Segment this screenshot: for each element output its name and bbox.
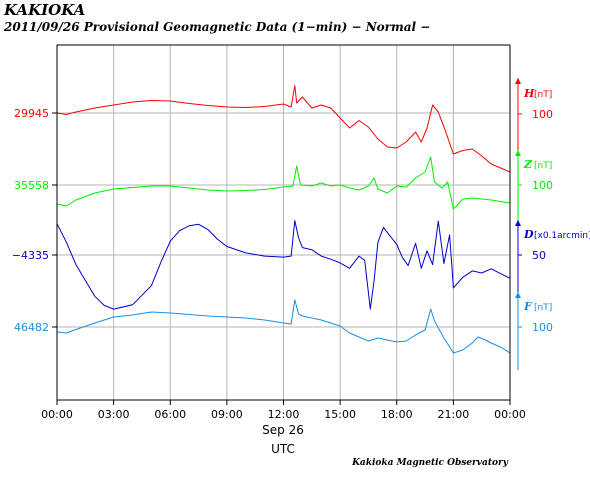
component-name: H: [523, 87, 535, 100]
axis-arrow-icon: [515, 292, 521, 298]
series-line-h: [56, 85, 511, 173]
x-tick-label: 06:00: [154, 408, 186, 421]
series-line-z: [56, 156, 511, 210]
x-tick-labels: 00:00 03:00 06:00 09:00 12:00 15:00 18:00 21:00…: [41, 400, 526, 421]
axis-arrow-icon: [515, 150, 521, 156]
axis-scale-value: 100: [532, 108, 553, 121]
observatory-credit: Kakioka Magnetic Observatory: [351, 458, 509, 468]
left-label-d: −4335: [12, 249, 49, 262]
series-layer: [56, 85, 511, 354]
x-date-label: Sep 26: [262, 423, 304, 437]
component-unit: [nT]: [534, 90, 552, 100]
right-axis-f: F [nT] 100: [515, 292, 553, 370]
x-tick-label: 00:00: [41, 408, 73, 421]
axis-scale-value: 50: [532, 249, 546, 262]
x-tick-label: 21:00: [438, 408, 470, 421]
component-unit: [x0.1arcmin]: [534, 231, 590, 241]
left-label-f: 46482: [14, 321, 49, 334]
x-tick-label: 03:00: [98, 408, 130, 421]
x-tick-label: 18:00: [381, 408, 413, 421]
axis-scale-value: 100: [532, 321, 553, 334]
right-axis-z: Z [nT] 100: [515, 150, 553, 228]
component-name: D: [523, 228, 534, 241]
chart-title: KAKIOKA: [3, 1, 85, 19]
right-axis-h: H [nT] 100: [515, 78, 553, 156]
x-tick-label: 12:00: [268, 408, 300, 421]
chart-subtitle: 2011/09/26 Provisional Geomagnetic Data …: [3, 20, 430, 34]
grid-lines: [57, 45, 510, 400]
component-name: Z: [523, 158, 533, 171]
series-line-f: [56, 299, 511, 354]
x-axis-label: UTC: [271, 442, 295, 456]
x-tick-label: 15:00: [324, 408, 356, 421]
axis-arrow-icon: [515, 78, 521, 84]
component-unit: [nT]: [534, 303, 552, 313]
left-label-h: 29945: [14, 107, 49, 120]
x-tick-label: 09:00: [211, 408, 243, 421]
component-unit: [nT]: [534, 161, 552, 171]
series-line-d: [56, 220, 511, 310]
left-baseline-labels: 29945 35558 −4335 46482: [12, 107, 57, 334]
x-tick-label: 00:00: [494, 408, 526, 421]
axis-scale-value: 100: [532, 179, 553, 192]
component-name: F: [523, 300, 533, 313]
left-label-z: 35558: [14, 179, 49, 192]
axis-arrow-icon: [515, 220, 521, 226]
right-axis-d: D [x0.1arcmin] 50: [515, 220, 590, 298]
